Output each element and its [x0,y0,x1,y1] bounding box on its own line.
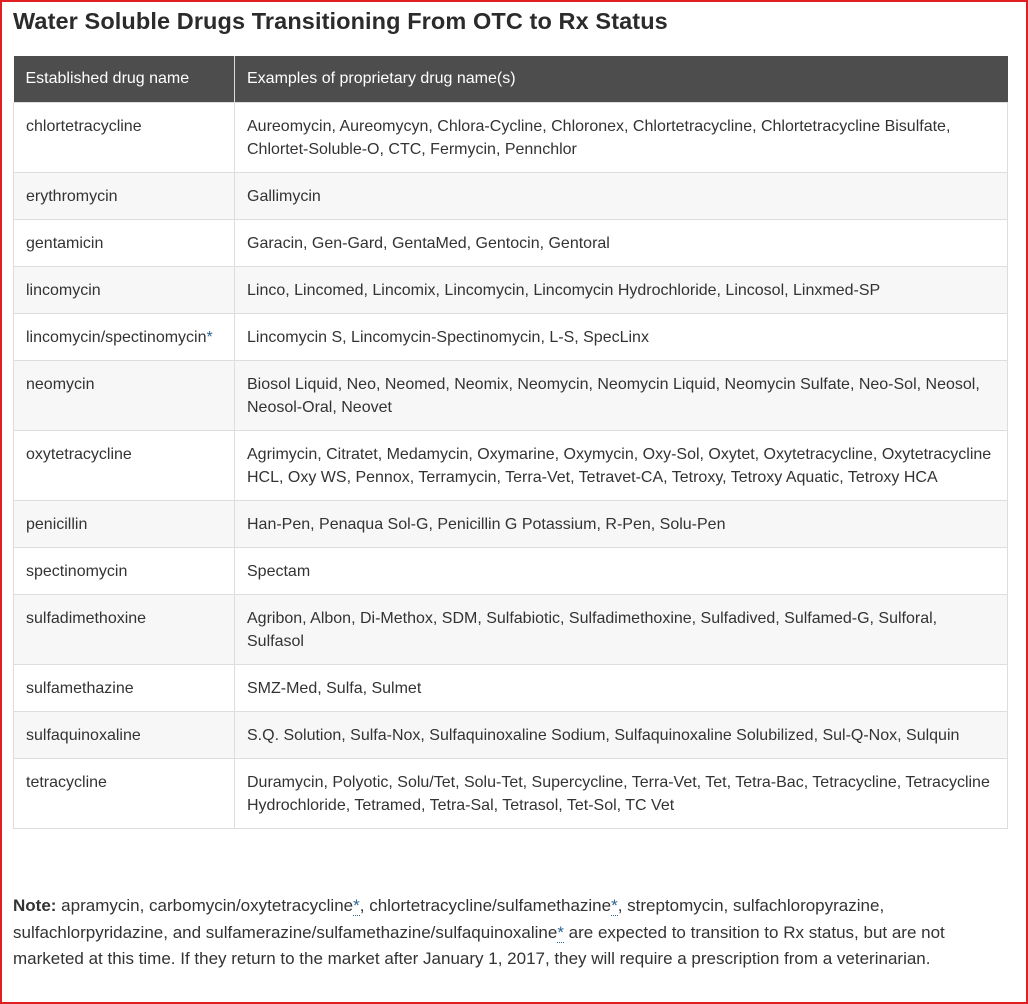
column-header-proprietary-names: Examples of proprietary drug name(s) [234,56,1008,103]
drug-name: erythromycin [26,188,118,205]
table-row: lincomycin/spectinomycin* Lincomycin S, L… [13,313,1008,361]
table-row: neomycin Biosol Liquid, Neo, Neomed, Neom… [13,360,1008,431]
page-title: Water Soluble Drugs Transitioning From O… [13,8,668,34]
drug-name: lincomycin [26,282,101,299]
asterisk-link[interactable]: * [611,896,618,916]
proprietary-drug-names: Linco, Lincomed, Lincomix, Lincomycin, L… [234,266,1008,314]
drug-name: chlortetracycline [26,118,142,135]
note-label: Note: [13,896,57,915]
drug-name: spectinomycin [26,563,128,580]
proprietary-drug-names: Biosol Liquid, Neo, Neomed, Neomix, Neom… [234,360,1008,431]
table-body: chlortetracycline Aureomycin, Aureomycyn,… [13,102,1008,829]
proprietary-drug-names: Aureomycin, Aureomycyn, Chlora-Cycline, … [234,102,1008,173]
established-drug-name: spectinomycin [13,547,235,595]
table-row: chlortetracycline Aureomycin, Aureomycyn,… [13,102,1008,173]
table-row: sulfaquinoxaline S.Q. Solution, Sulfa-Nox… [13,711,1008,759]
drug-name: neomycin [26,376,95,393]
table-row: tetracycline Duramycin, Polyotic, Solu/Te… [13,758,1008,829]
proprietary-drug-names: Gallimycin [234,172,1008,220]
established-drug-name: lincomycin [13,266,235,314]
note-paragraph: Note: apramycin, carbomycin/oxytetracycl… [13,893,1003,973]
drug-table: Established drug name Examples of propri… [13,56,1008,829]
proprietary-drug-names: Agrimycin, Citratet, Medamycin, Oxymarin… [234,430,1008,501]
proprietary-drug-names: Garacin, Gen-Gard, GentaMed, Gentocin, G… [234,219,1008,267]
table-row: gentamicin Garacin, Gen-Gard, GentaMed, G… [13,219,1008,267]
drug-name: gentamicin [26,235,104,252]
established-drug-name: penicillin [13,500,235,548]
table-row: penicillin Han-Pen, Penaqua Sol-G, Penici… [13,500,1008,548]
table-header-row: Established drug name Examples of propri… [13,56,1008,103]
drug-name: tetracycline [26,774,107,791]
drug-name: sulfaquinoxaline [26,727,141,744]
established-drug-name: erythromycin [13,172,235,220]
established-drug-name: gentamicin [13,219,235,267]
proprietary-drug-names: Han-Pen, Penaqua Sol-G, Penicillin G Pot… [234,500,1008,548]
table-row: sulfadimethoxine Agribon, Albon, Di-Metho… [13,594,1008,665]
established-drug-name: sulfaquinoxaline [13,711,235,759]
proprietary-drug-names: Spectam [234,547,1008,595]
note-text: , chlortetracycline/sulfamethazine [359,896,612,915]
drug-name: lincomycin/spectinomycin [26,329,207,346]
established-drug-name: lincomycin/spectinomycin* [13,313,235,361]
established-drug-name: tetracycline [13,758,235,829]
column-header-established-name: Established drug name [13,56,235,103]
established-drug-name: sulfadimethoxine [13,594,235,665]
established-drug-name: sulfamethazine [13,664,235,712]
note-text: are expected to transition to Rx status,… [13,922,945,969]
table-row: sulfamethazine SMZ-Med, Sulfa, Sulmet [13,664,1008,712]
proprietary-drug-names: Duramycin, Polyotic, Solu/Tet, Solu-Tet,… [234,758,1008,829]
established-drug-name: oxytetracycline [13,430,235,501]
table-row: erythromycin Gallimycin [13,172,1008,220]
note-text: apramycin, carbomycin/oxytetracycline [56,896,354,915]
note-text: , streptomycin, sulfachloropyrazine, sul… [13,896,885,942]
established-drug-name: neomycin [13,360,235,431]
drug-name: penicillin [26,516,88,533]
asterisk-link[interactable]: * [557,922,564,943]
drug-name: sulfamethazine [26,680,134,697]
proprietary-drug-names: S.Q. Solution, Sulfa-Nox, Sulfaquinoxali… [234,711,1008,759]
asterisk-link[interactable]: * [206,329,213,346]
table-row: lincomycin Linco, Lincomed, Lincomix, Lin… [13,266,1008,314]
drug-name: sulfadimethoxine [26,610,147,627]
table-row: spectinomycin Spectam [13,547,1008,595]
asterisk-link[interactable]: * [353,896,360,916]
drug-name: oxytetracycline [26,446,132,463]
proprietary-drug-names: Lincomycin S, Lincomycin-Spectinomycin, … [234,313,1008,361]
established-drug-name: chlortetracycline [13,102,235,173]
proprietary-drug-names: Agribon, Albon, Di-Methox, SDM, Sulfabio… [234,594,1008,665]
proprietary-drug-names: SMZ-Med, Sulfa, Sulmet [234,664,1008,712]
table-row: oxytetracycline Agrimycin, Citratet, Meda… [13,430,1008,501]
